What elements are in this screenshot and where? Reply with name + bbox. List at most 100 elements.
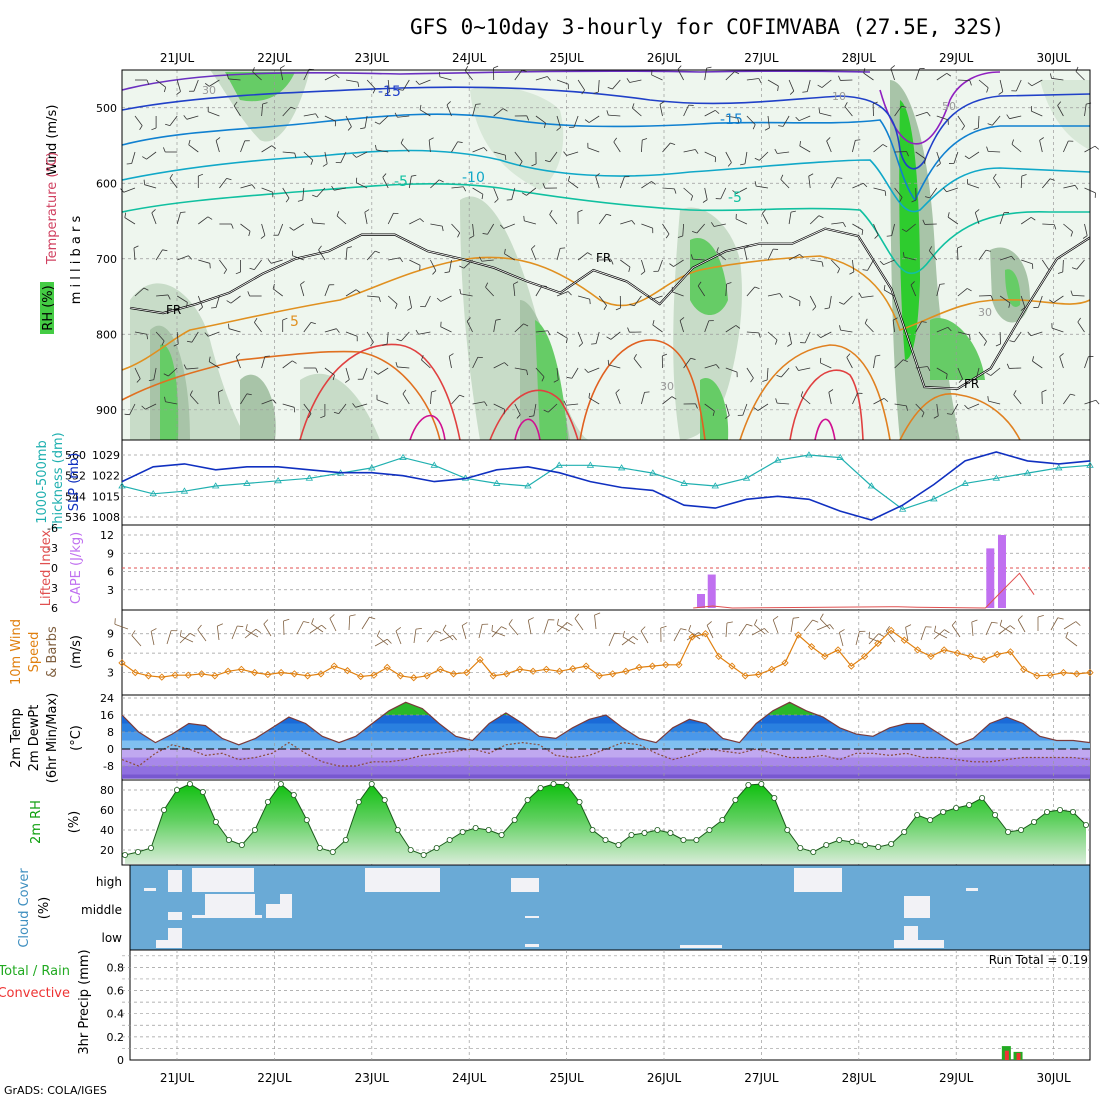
slp-tick: 1029 bbox=[92, 449, 120, 462]
wind-barb-flag bbox=[479, 256, 483, 262]
surface-barb bbox=[594, 615, 597, 630]
wind-barb-flag bbox=[753, 407, 759, 411]
wind-marker bbox=[582, 662, 590, 670]
surface-barb bbox=[1065, 637, 1078, 647]
rh-marker bbox=[784, 827, 791, 834]
wind-barb bbox=[662, 187, 675, 190]
precip-tick: 0.4 bbox=[107, 1008, 125, 1021]
wind-barb-flag bbox=[502, 108, 508, 112]
wind-barb bbox=[978, 331, 987, 342]
wind-barb-flag bbox=[671, 396, 677, 400]
wind-barb-flag bbox=[563, 151, 567, 156]
wind-barb bbox=[780, 367, 790, 378]
wind-barb-flag bbox=[526, 115, 530, 121]
slp-label: SLP (mb) bbox=[67, 453, 82, 512]
wind-marker bbox=[794, 631, 802, 639]
wind-marker bbox=[436, 665, 444, 673]
surface-barb-flag bbox=[461, 622, 468, 626]
wind-tick: 3 bbox=[107, 667, 114, 680]
surface-barb-flag bbox=[726, 621, 733, 624]
rh-tick: 80 bbox=[100, 784, 114, 797]
wind-barb-flag bbox=[593, 91, 599, 94]
wind-barb-flag bbox=[542, 183, 546, 189]
wind-barb-flag bbox=[947, 212, 950, 218]
wind-barb-flag bbox=[744, 245, 749, 249]
wind-barb bbox=[472, 147, 484, 153]
wind-barb-flag bbox=[732, 190, 737, 194]
temp-band bbox=[122, 749, 1090, 758]
wind-barb bbox=[1020, 175, 1023, 189]
surface-barb-flag bbox=[435, 630, 442, 634]
thickness-marker bbox=[399, 453, 407, 460]
thickness-tick: 544 bbox=[65, 490, 86, 503]
surface-barb-flag bbox=[885, 626, 890, 632]
contour-label-5: 5 bbox=[290, 314, 299, 330]
wind-barb bbox=[345, 367, 350, 380]
wind-barb bbox=[387, 295, 398, 305]
wind-barb bbox=[511, 187, 516, 200]
wind-barb bbox=[556, 248, 561, 261]
wind-barb-flag bbox=[432, 270, 437, 275]
slp-tick: 1008 bbox=[92, 511, 120, 524]
wind-barb-flag bbox=[169, 173, 173, 179]
surface-barb-flag bbox=[321, 624, 327, 630]
wind-barb-flag bbox=[448, 353, 454, 357]
wind-barb bbox=[176, 79, 181, 92]
wind-barb bbox=[252, 71, 262, 81]
wind-barb bbox=[615, 392, 621, 405]
wind-barb bbox=[176, 212, 181, 225]
pressure-tick: 700 bbox=[96, 253, 117, 266]
wind-label: Wind (m/s) bbox=[45, 105, 60, 176]
wind-barb bbox=[424, 295, 431, 307]
wind-marker bbox=[118, 659, 126, 667]
wind-barb bbox=[186, 367, 199, 370]
wind-barb-flag bbox=[493, 65, 499, 69]
wind-barb bbox=[364, 115, 368, 128]
surface-barb bbox=[754, 624, 766, 635]
wind-barb-flag bbox=[560, 247, 566, 249]
wind-barb bbox=[189, 394, 199, 405]
wind-barb-flag bbox=[695, 403, 698, 409]
surface-barb bbox=[231, 625, 238, 640]
wind-marker bbox=[927, 652, 935, 661]
surface-barb bbox=[508, 624, 519, 636]
wind-barb bbox=[820, 362, 832, 369]
wind-barb-flag bbox=[292, 360, 297, 364]
li-label: Lifted Index bbox=[39, 529, 54, 606]
wind-barb bbox=[472, 357, 479, 369]
wind-barb-flag bbox=[398, 89, 404, 91]
wind-barb bbox=[800, 395, 811, 405]
wind-marker bbox=[860, 652, 869, 661]
wind-barb bbox=[936, 367, 948, 375]
wind-barb bbox=[704, 187, 708, 200]
wind-barb-flag bbox=[986, 87, 989, 93]
wind-barb bbox=[662, 223, 670, 235]
rh-marker bbox=[758, 781, 765, 788]
slp-tick: 1015 bbox=[92, 490, 120, 503]
wind-barb-flag bbox=[260, 235, 266, 239]
wind-barb bbox=[345, 79, 358, 83]
wind-barb bbox=[421, 359, 431, 369]
wind-barb bbox=[356, 151, 368, 158]
fr-label-2: FR bbox=[596, 251, 611, 265]
wind-barb-flag bbox=[336, 328, 340, 333]
wind-barb bbox=[577, 252, 588, 261]
surface-barb-flag bbox=[839, 629, 845, 633]
wind-barb bbox=[228, 328, 241, 333]
wind-barb bbox=[1053, 295, 1064, 304]
wind-barb bbox=[595, 176, 600, 189]
wind-barb bbox=[1075, 71, 1085, 81]
wind-barb-flag bbox=[370, 341, 374, 347]
wind-barb bbox=[767, 115, 770, 128]
wind-barb bbox=[177, 255, 189, 261]
wind-barb bbox=[999, 295, 1011, 304]
surface-barb-flag bbox=[905, 624, 912, 628]
wind-barb bbox=[303, 69, 310, 81]
precip-tick: 0 bbox=[117, 1054, 124, 1067]
wind-barb bbox=[134, 287, 145, 297]
wind-barb-flag bbox=[1077, 317, 1081, 323]
wind-marker bbox=[715, 652, 723, 661]
cape-tick: 9 bbox=[107, 547, 114, 560]
wind-barb bbox=[894, 403, 907, 407]
wind-barb-flag bbox=[357, 82, 360, 88]
